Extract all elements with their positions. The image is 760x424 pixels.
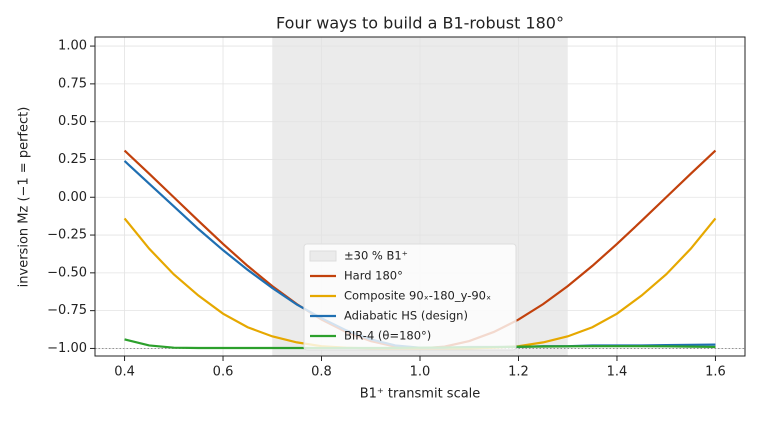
legend-label: ±30 % B1⁺ xyxy=(344,249,408,263)
y-tick-label: 0.50 xyxy=(58,114,87,129)
legend-swatch xyxy=(309,250,337,262)
x-tick-label: 1.6 xyxy=(705,365,726,380)
legend-label: Adiabatic HS (design) xyxy=(344,309,468,323)
x-tick-label: 1.2 xyxy=(508,365,529,380)
y-tick-label: −0.50 xyxy=(47,265,87,280)
legend-label: Composite 90ₓ-180_y-90ₓ xyxy=(344,289,491,303)
x-tick-label: 1.4 xyxy=(607,365,628,380)
y-axis-label: inversion Mz (−1 = perfect) xyxy=(17,107,32,288)
y-tick-label: 0.75 xyxy=(58,76,87,91)
y-tick-label: 0.25 xyxy=(58,152,87,167)
y-tick-label: 0.00 xyxy=(58,190,87,205)
y-tick-label: 1.00 xyxy=(58,39,87,54)
x-tick-label: 0.4 xyxy=(114,365,135,380)
plot-frame xyxy=(94,36,746,357)
chart-title: Four ways to build a B1-robust 180° xyxy=(276,14,564,33)
legend-label: BIR-4 (θ=180°) xyxy=(344,329,431,343)
y-tick-label: −1.00 xyxy=(47,341,87,356)
legend-box xyxy=(303,243,517,351)
x-tick-label: 0.8 xyxy=(311,365,332,380)
y-tick-label: −0.25 xyxy=(47,228,87,243)
x-axis-label: B1⁺ transmit scale xyxy=(360,387,481,402)
x-tick-label: 0.6 xyxy=(213,365,234,380)
x-tick-label: 1.0 xyxy=(410,365,431,380)
y-tick-label: −0.75 xyxy=(47,303,87,318)
legend-label: Hard 180° xyxy=(344,269,403,283)
